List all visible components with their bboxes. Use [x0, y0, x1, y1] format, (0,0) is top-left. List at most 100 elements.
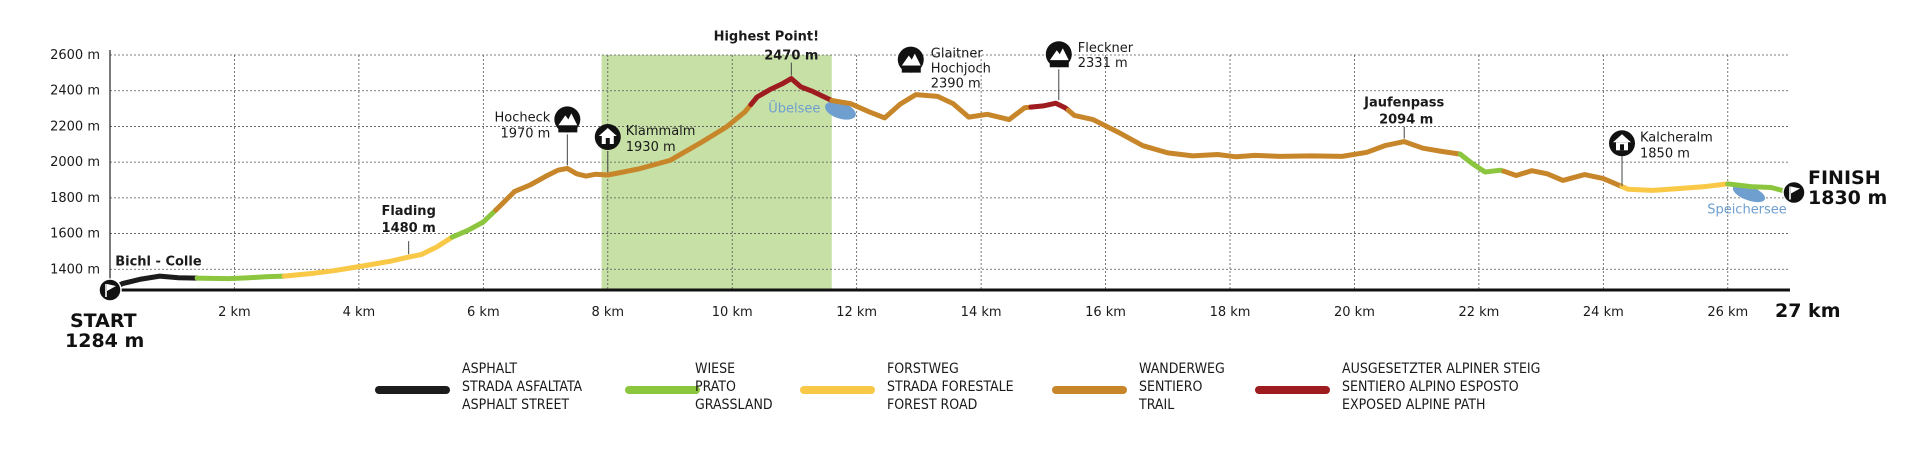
- lakes: Übelsee Speichersee: [768, 100, 1787, 218]
- y-tick-label: 1800 m: [50, 191, 100, 206]
- x-tick-label: 22 km: [1458, 305, 1499, 320]
- peak-icon-mountain: [1049, 48, 1069, 61]
- peak-icon-mountain: [558, 113, 578, 126]
- annotation-text: Kalcheralm: [1640, 130, 1713, 145]
- legend-label: SENTIERO ALPINO ESPOSTO: [1342, 379, 1519, 395]
- legend-swatch-asphalt: [375, 386, 450, 394]
- peak-icon-base: [558, 125, 578, 133]
- profile-segment-grassland: [1457, 151, 1507, 175]
- profile-segment-trail: [1065, 107, 1463, 160]
- x-tick-label: 14 km: [961, 305, 1002, 320]
- y-tick-label: 1600 m: [50, 227, 100, 242]
- lake-label: Speichersee: [1707, 202, 1787, 217]
- legend-label: STRADA FORESTALE: [887, 379, 1014, 395]
- x-tick-label: 24 km: [1583, 305, 1624, 320]
- x-tick-label: 18 km: [1210, 305, 1251, 320]
- profile-segment-asphalt: [107, 273, 200, 293]
- legend-swatch-exposed: [1255, 386, 1330, 394]
- legend-label: TRAIL: [1138, 397, 1174, 413]
- legend-label: WIESE: [695, 361, 735, 377]
- annotation-text: Fleckner: [1078, 41, 1134, 56]
- y-tick-label: 1400 m: [50, 262, 100, 277]
- annotation-text: 1930 m: [626, 140, 676, 155]
- lake-shape: [1732, 184, 1766, 203]
- x-tick-label: 6 km: [467, 305, 500, 320]
- annotation-text: 2331 m: [1078, 56, 1128, 71]
- profile-segment-exposed: [748, 76, 835, 108]
- x-tick-label: 26 km: [1707, 305, 1748, 320]
- annotation-text: 2094 m: [1379, 113, 1433, 128]
- grid: [110, 54, 1790, 290]
- annotation-text: Jaufenpass: [1363, 96, 1444, 111]
- alpine-hut-icon: [594, 124, 621, 150]
- hut-icon-door: [605, 138, 610, 144]
- lake-label: Übelsee: [768, 100, 820, 117]
- flag-icon-flag: [1791, 186, 1800, 194]
- annotation-text: Highest Point!: [714, 30, 820, 45]
- legend-label: ASPHALT STREET: [462, 397, 569, 413]
- annotation-text: Klammalm: [626, 124, 696, 139]
- mountain-peak-icon: [897, 46, 924, 73]
- flag-icon-bg: [1782, 180, 1806, 205]
- profile-segment-forest-road: [281, 234, 455, 279]
- annotation-text: Flading: [381, 204, 435, 219]
- legend-swatch-trail: [1052, 386, 1127, 394]
- finish-flag-icon: [1782, 180, 1806, 205]
- legend-label: FOREST ROAD: [887, 397, 977, 413]
- annotation-text: Hochjoch: [931, 62, 991, 77]
- legend-label: FORSTWEG: [887, 361, 959, 377]
- x-tick-label: 2 km: [218, 305, 251, 320]
- annotation-text: Bichl - Colle: [115, 255, 202, 270]
- legend: ASPHALT STRADA ASFALTATA ASPHALT STREET WIE…: [375, 361, 1540, 413]
- peak-icon-mountain: [901, 53, 921, 66]
- profile-segment-grassland: [1725, 181, 1793, 195]
- flag-icon-bg: [98, 278, 122, 302]
- lake-shape: [825, 101, 856, 120]
- mountain-peak-icon: [554, 106, 581, 133]
- elevation-line: [107, 76, 1793, 293]
- hut-icon-roof: [598, 128, 617, 136]
- legend-label: EXPOSED ALPINE PATH: [1342, 397, 1485, 413]
- annotation-text: 1970 m: [500, 126, 550, 141]
- profile-segment-trail: [493, 102, 754, 213]
- highlight-band: [601, 55, 832, 290]
- legend-swatch-forest-road: [800, 386, 875, 394]
- axes: 1400 m 1600 m 1800 m 2000 m 2200 m 2400 m 2600…: [50, 48, 1790, 320]
- legend-label: GRASSLAND: [695, 397, 773, 413]
- end-distance-label: 27 km: [1775, 300, 1841, 322]
- profile-segment-forest-road: [1619, 181, 1731, 193]
- profile-segment-grassland: [194, 273, 287, 282]
- chart-background: [601, 55, 832, 290]
- finish-label: FINISH: [1808, 167, 1881, 189]
- legend-label: ASPHALT: [462, 361, 517, 377]
- hut-icon-roof: [1613, 134, 1631, 143]
- annotation-text: 1850 m: [1640, 146, 1690, 161]
- alpine-hut-icon: [1609, 130, 1635, 157]
- annotation-text: 1480 m: [382, 221, 436, 236]
- legend-label: STRADA ASFALTATA: [462, 379, 583, 395]
- mountain-peak-icon: [1045, 41, 1072, 68]
- profile-segment-exposed: [1028, 100, 1071, 113]
- annotation-text: 2390 m: [931, 77, 981, 92]
- peak-icon-base: [1049, 60, 1069, 68]
- x-tick-label: 4 km: [343, 305, 376, 320]
- y-tick-label: 2200 m: [50, 119, 100, 134]
- annotation-text: Hocheck: [495, 110, 551, 125]
- profile-segment-grassland: [449, 207, 499, 240]
- y-tick-label: 2400 m: [50, 84, 100, 99]
- legend-label: PRATO: [695, 379, 736, 395]
- profile-segment-trail: [829, 92, 1034, 123]
- hut-icon-door: [1620, 144, 1624, 151]
- x-tick-label: 12 km: [836, 305, 877, 320]
- x-tick-label: 8 km: [591, 305, 624, 320]
- start-elevation-label: 1284 m: [65, 330, 144, 352]
- flag-icon-flag: [107, 284, 116, 291]
- legend-swatch-grassland: [625, 386, 700, 394]
- finish-elevation-label: 1830 m: [1808, 187, 1887, 209]
- legend-label: AUSGESETZTER ALPINER STEIG: [1342, 361, 1540, 377]
- annotation-text: 2470 m: [764, 49, 818, 64]
- profile-segment-trail: [1501, 168, 1625, 190]
